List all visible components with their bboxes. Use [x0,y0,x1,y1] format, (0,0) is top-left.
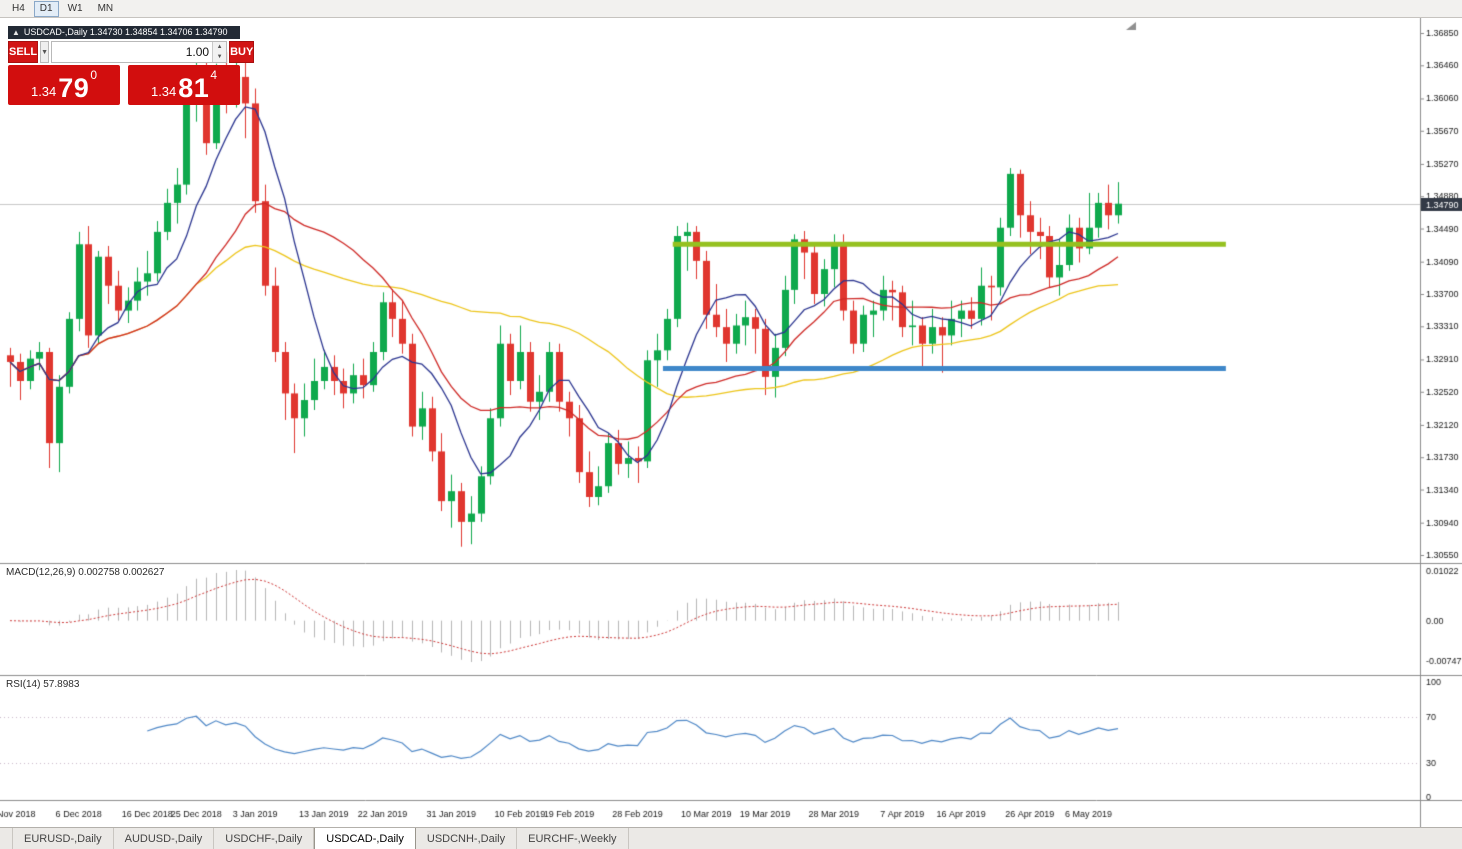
timeframe-mn-button[interactable]: MN [97,2,114,14]
chart-area: ▲ USDCAD-,Daily 1.34730 1.34854 1.34706 … [0,18,1462,827]
one-click-controls: SELL ▼ ▲ ▼ BUY [8,41,255,63]
volume-down-icon[interactable]: ▼ [213,52,227,62]
volume-up-icon[interactable]: ▲ [213,42,227,52]
volume-spinner: ▲ ▼ [212,42,227,62]
timeframe-w1-button[interactable]: W1 [67,2,83,14]
sell-price-prefix: 1.34 [30,84,57,99]
timeframe-h4-button[interactable]: H4 [12,2,25,14]
one-click-title: USDCAD-,Daily 1.34730 1.34854 1.34706 1.… [23,27,228,37]
sell-button[interactable]: SELL [8,41,39,63]
tab-usdcad-daily[interactable]: USDCAD-,Daily [314,828,416,849]
sell-price-button[interactable]: 1.34 79 0 [8,65,120,105]
tab-eurusd-daily[interactable]: EURUSD-,Daily [12,828,114,849]
volume-input[interactable] [52,42,213,62]
chart-canvas[interactable] [0,18,1462,827]
one-click-prices: 1.34 79 0 1.34 81 4 [8,65,240,105]
collapse-panel-icon[interactable]: ▲ [12,28,20,37]
sell-price-big: 79 [58,73,90,103]
order-options-dropdown-icon[interactable]: ▼ [40,41,50,63]
macd-indicator-label: MACD(12,26,9) 0.002758 0.002627 [6,567,165,578]
rsi-indicator-label: RSI(14) 57.8983 [6,679,80,690]
tab-audusd-daily[interactable]: AUDUSD-,Daily [114,828,215,849]
buy-price-button[interactable]: 1.34 81 4 [128,65,240,105]
buy-price-big: 81 [178,73,210,103]
buy-price-pipette: 4 [210,68,218,82]
timeframe-d1-button[interactable]: D1 [33,0,59,17]
buy-price-prefix: 1.34 [150,84,177,99]
one-click-trading-panel: ▲ USDCAD-,Daily 1.34730 1.34854 1.34706 … [8,26,255,105]
bottom-tabbar: EURUSD-,Daily AUDUSD-,Daily USDCHF-,Daily U… [0,827,1462,849]
tab-usdcnh-daily[interactable]: USDCNH-,Daily [416,828,518,849]
buy-button[interactable]: BUY [229,41,255,63]
sell-price-pipette: 0 [90,68,98,82]
volume-stepper: ▲ ▼ [51,41,228,63]
tab-usdchf-daily[interactable]: USDCHF-,Daily [214,828,315,849]
timeframe-toolbar: H4 D1 W1 MN [0,0,1462,18]
one-click-header[interactable]: ▲ USDCAD-,Daily 1.34730 1.34854 1.34706 … [8,26,240,39]
tab-eurchf-weekly[interactable]: EURCHF-,Weekly [517,828,629,849]
